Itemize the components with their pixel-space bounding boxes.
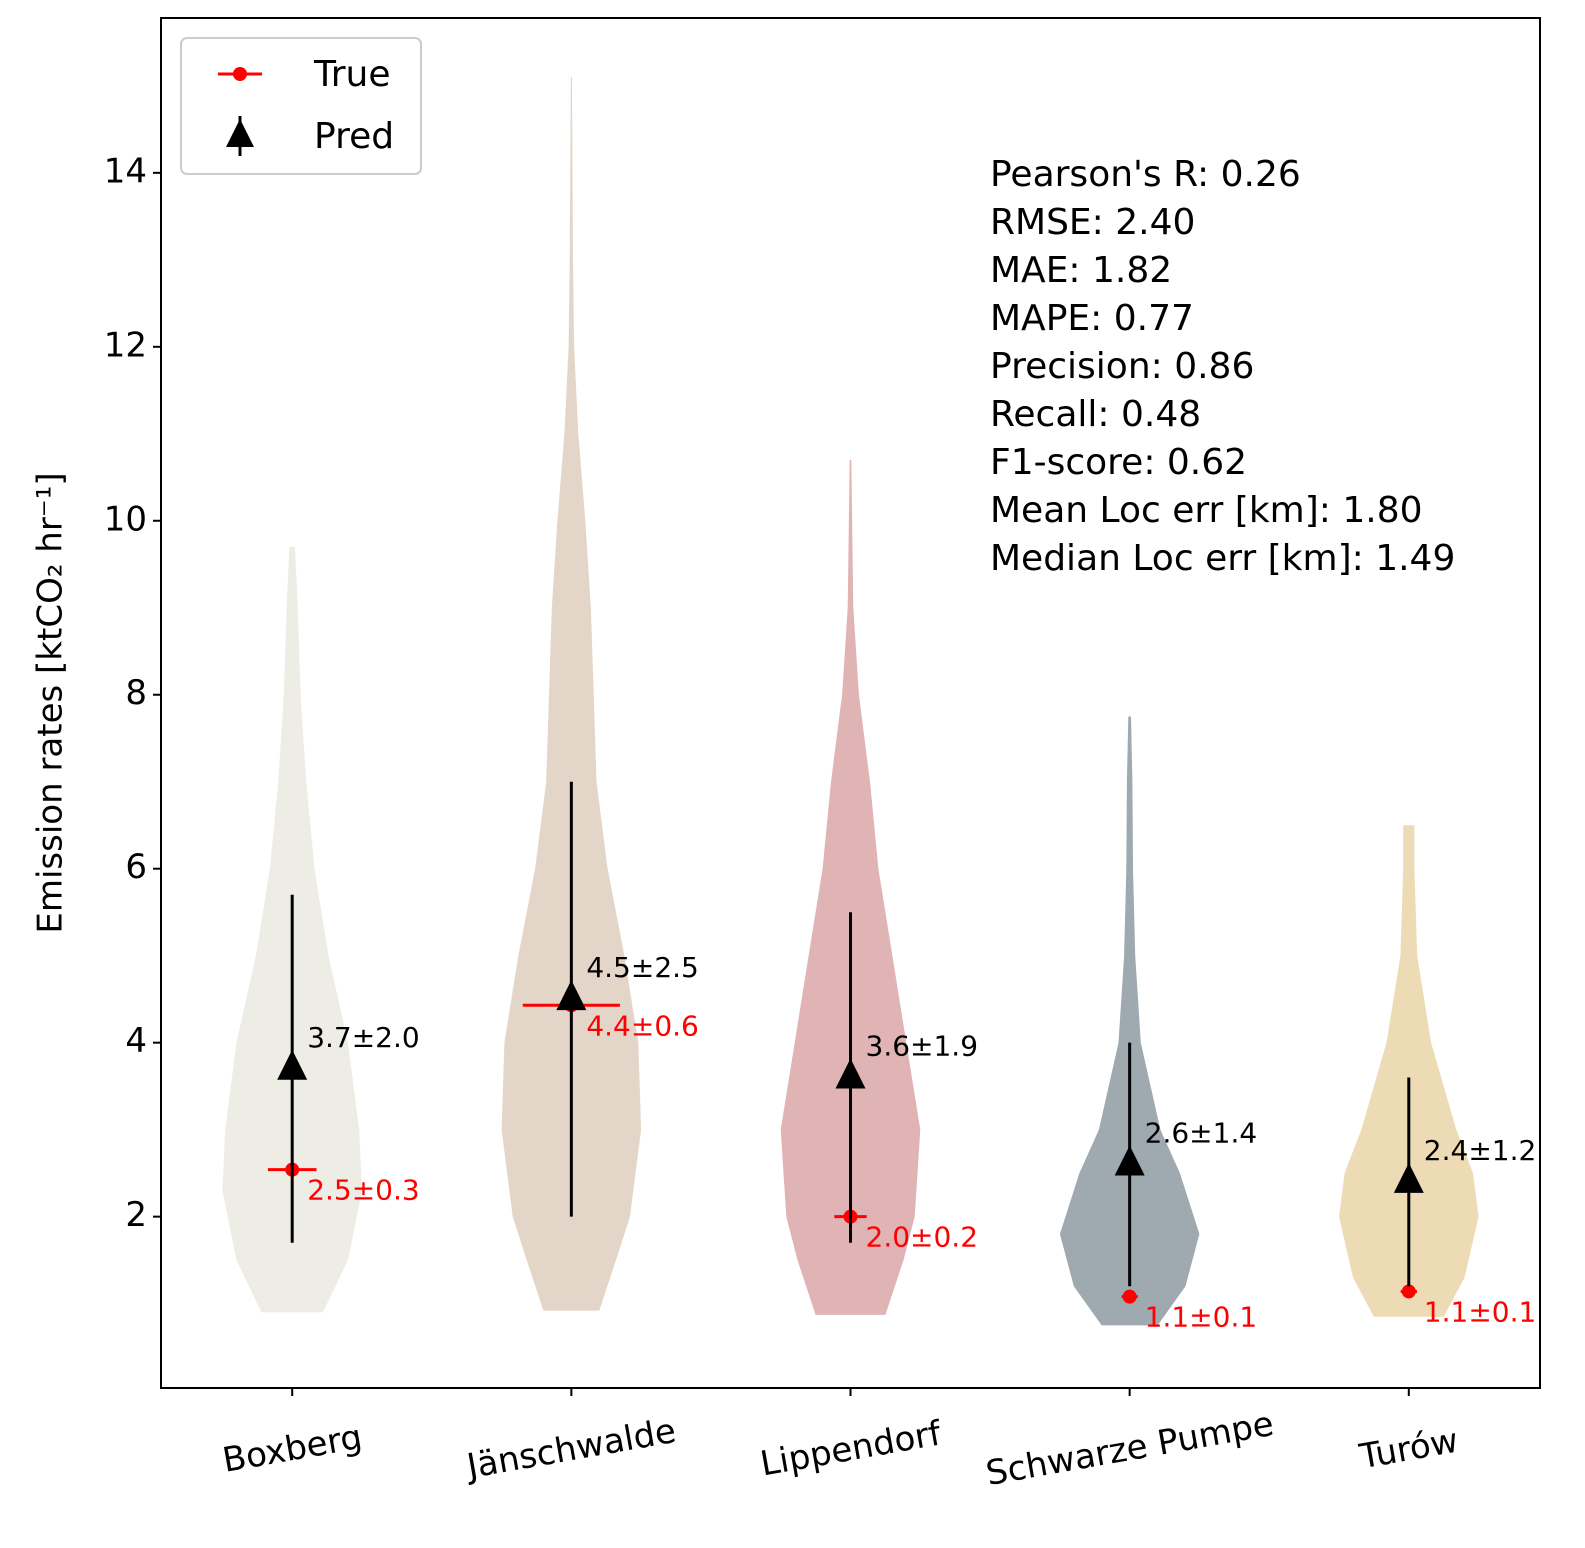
value-label: 1.1±0.1 — [1424, 1295, 1537, 1328]
pred-marker — [1114, 1145, 1145, 1176]
stat-line: F1-score: 0.62 — [990, 442, 1247, 483]
y-tick-label: 6 — [125, 847, 147, 887]
violin — [1059, 716, 1200, 1326]
stat-line: Median Loc err [km]: 1.49 — [990, 538, 1455, 579]
y-tick-label: 8 — [125, 673, 147, 713]
y-tick-label: 12 — [104, 325, 147, 365]
stat-line: MAE: 1.82 — [990, 250, 1172, 291]
pred-marker — [835, 1058, 866, 1089]
violin — [501, 77, 642, 1311]
value-label: 2.5±0.3 — [307, 1174, 420, 1207]
value-label: 3.6±1.9 — [866, 1029, 979, 1062]
y-axis-label: Emission rates [ktCO₂ hr⁻¹] — [31, 472, 71, 933]
stat-line: Pearson's R: 0.26 — [990, 154, 1301, 195]
value-label: 2.6±1.4 — [1145, 1116, 1258, 1149]
stat-line: Recall: 0.48 — [990, 394, 1201, 435]
stat-line: Mean Loc err [km]: 1.80 — [990, 490, 1423, 531]
y-tick-label: 4 — [125, 1021, 147, 1061]
value-label: 4.4±0.6 — [586, 1009, 699, 1042]
x-tick-label: Turów — [1356, 1421, 1461, 1478]
pred-marker — [277, 1049, 308, 1080]
x-tick-label: Jänschwalde — [462, 1411, 679, 1487]
stat-line: MAPE: 0.77 — [990, 298, 1194, 339]
violin — [1339, 825, 1479, 1317]
pred-marker — [556, 980, 587, 1011]
x-tick-label: Schwarze Pumpe — [983, 1404, 1277, 1494]
legend-marker — [233, 67, 247, 81]
violin — [780, 459, 921, 1315]
stat-line: RMSE: 2.40 — [990, 202, 1195, 243]
stat-line: Precision: 0.86 — [990, 346, 1254, 387]
x-tick-label: Lippendorf — [757, 1413, 945, 1484]
legend: True Pred — [180, 37, 422, 175]
value-label: 4.5±2.5 — [586, 951, 699, 984]
value-label: 2.4±1.2 — [1424, 1134, 1537, 1167]
true-marker — [1122, 1289, 1137, 1304]
true-marker — [1401, 1284, 1416, 1299]
legend-label: True — [313, 54, 390, 95]
y-tick-label: 10 — [104, 499, 147, 539]
y-tick-label: 2 — [125, 1195, 147, 1235]
legend-marker — [226, 119, 254, 147]
y-tick-label: 14 — [104, 151, 147, 191]
x-tick-label: Boxberg — [220, 1417, 365, 1481]
value-label: 2.0±0.2 — [866, 1221, 979, 1254]
value-label: 3.7±2.0 — [307, 1021, 420, 1054]
pred-marker — [1393, 1162, 1424, 1193]
value-label: 1.1±0.1 — [1145, 1301, 1258, 1334]
legend-label: Pred — [314, 116, 394, 157]
